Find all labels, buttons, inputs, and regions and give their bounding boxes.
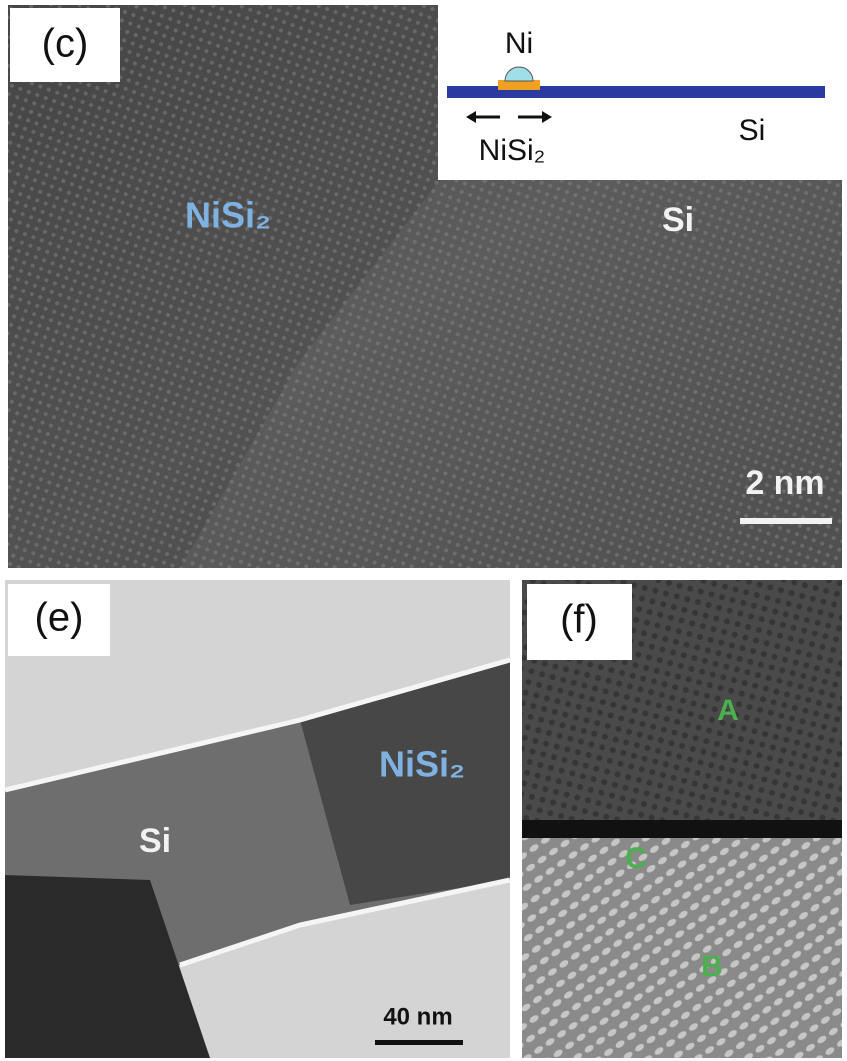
nisi2-label: NiSi₂: [379, 744, 465, 785]
panel-label: (e): [35, 596, 84, 640]
inset-nisi2: NiSi₂: [479, 134, 546, 167]
interface: [522, 820, 842, 838]
label-a: A: [717, 694, 739, 727]
panel-e: (e) NiSi₂ Si 40 nm: [5, 580, 510, 1058]
nisi2-label: NiSi₂: [185, 195, 271, 236]
lattice: [522, 838, 842, 1058]
label-b: B: [701, 950, 723, 983]
inset: Ni NiSi₂ Si: [438, 5, 842, 180]
panel-f: (f) A C B: [522, 580, 842, 1058]
panel-label: (f): [560, 598, 598, 642]
scale-bar-label: 2 nm: [745, 464, 824, 502]
scale-bar: [740, 518, 832, 524]
scale-bar: [375, 1040, 463, 1045]
inset-ni: Ni: [505, 27, 533, 60]
si-label: Si: [139, 822, 171, 860]
figure: (c) Ni NiSi₂ Si NiSi₂ Si 2 nm (e) NiSi₂ …: [0, 0, 847, 1061]
si-label: Si: [662, 201, 694, 239]
panel-c: (c) Ni NiSi₂ Si NiSi₂ Si 2 nm: [8, 5, 842, 568]
scale-bar-label: 40 nm: [383, 1003, 452, 1030]
label-c: C: [625, 842, 647, 875]
inset-si: Si: [739, 114, 766, 147]
panel-label: (c): [42, 22, 89, 66]
